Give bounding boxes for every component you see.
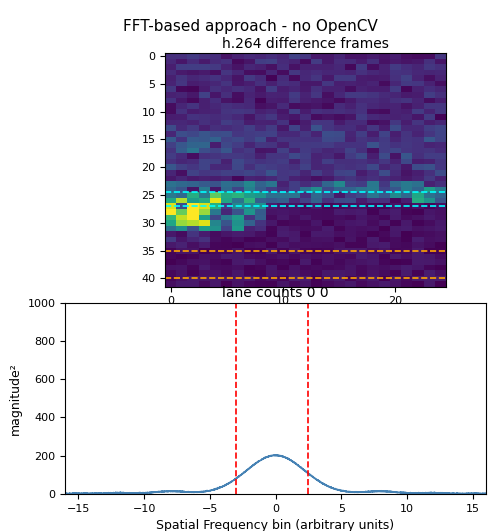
Title: h.264 difference frames: h.264 difference frames: [222, 37, 389, 50]
Title: lane counts 0 0: lane counts 0 0: [222, 286, 329, 300]
Text: FFT-based approach - no OpenCV: FFT-based approach - no OpenCV: [123, 19, 378, 33]
X-axis label: Spatial Frequency bin (arbitrary units): Spatial Frequency bin (arbitrary units): [156, 519, 395, 531]
Y-axis label: magnitude²: magnitude²: [9, 362, 22, 435]
